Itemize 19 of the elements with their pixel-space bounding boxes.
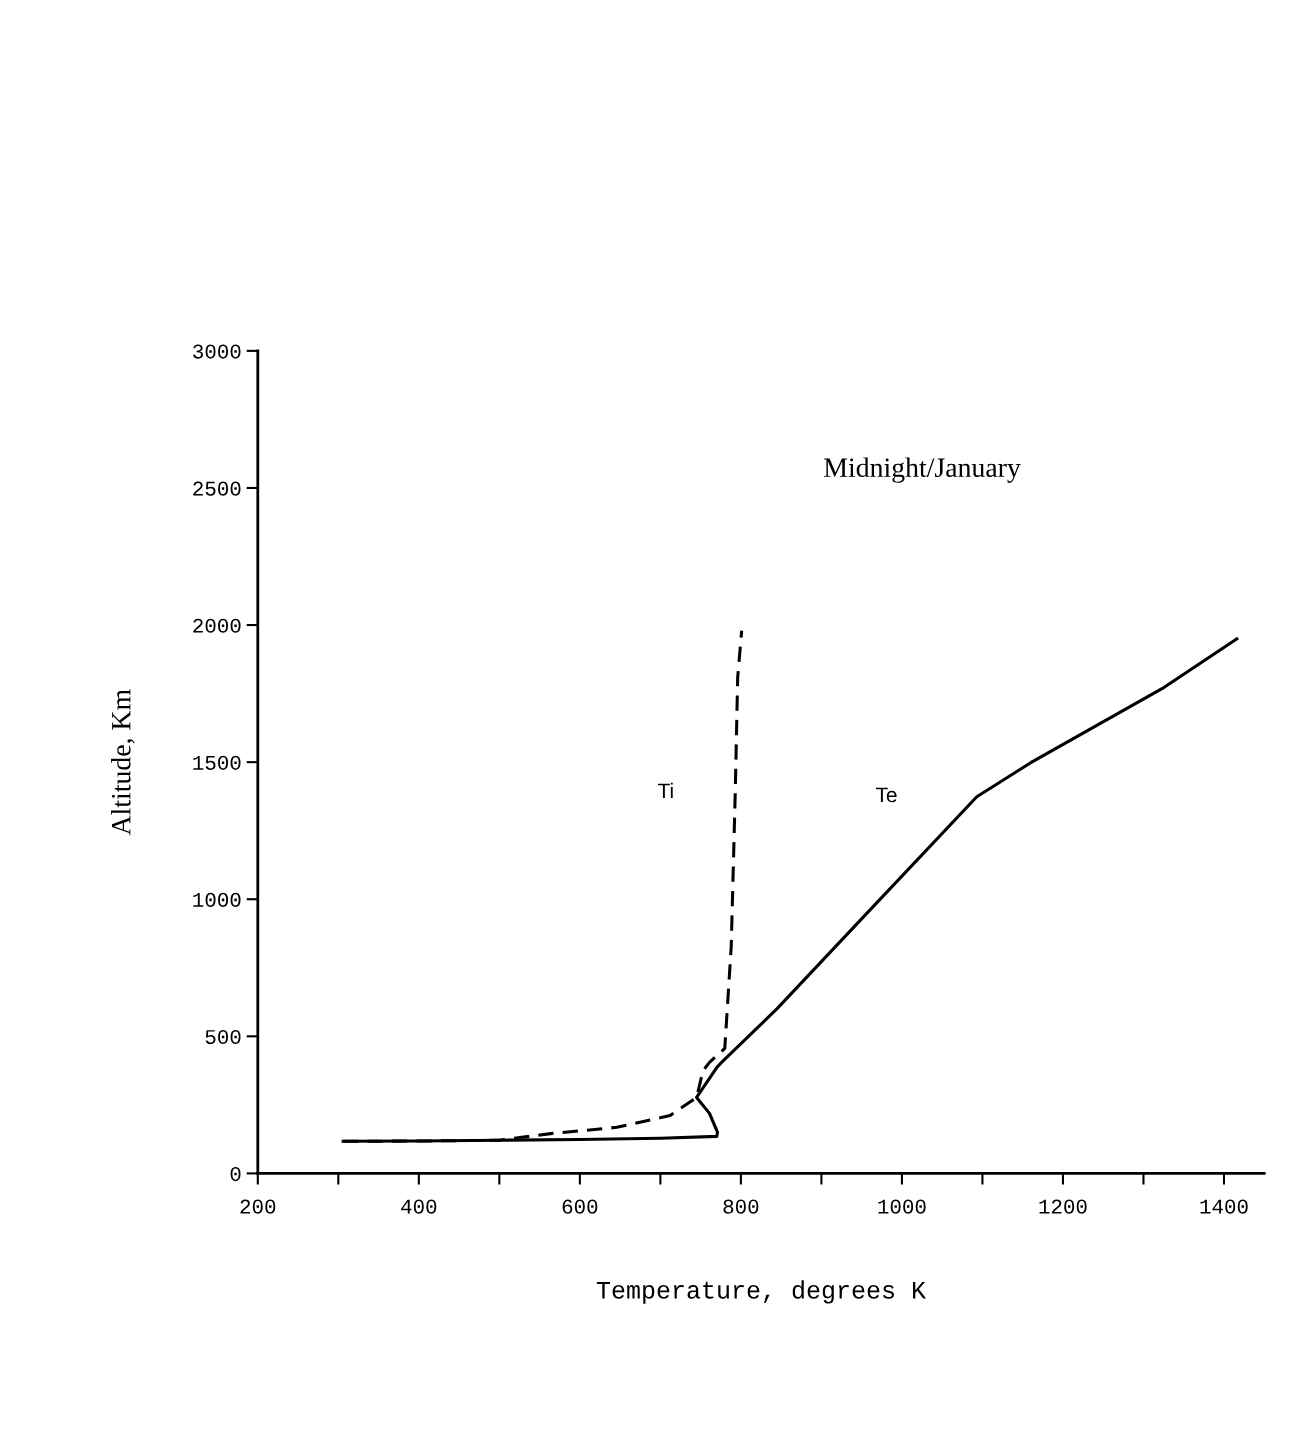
- x-tick-label: 1000: [878, 1199, 926, 1214]
- y-tick-label: 500: [205, 1029, 241, 1045]
- text: Midnight/January: [824, 457, 1021, 483]
- y-tick-label: 3000: [193, 344, 241, 359]
- x-tick-label: 1200: [1039, 1199, 1087, 1214]
- x-tick-label: 600: [562, 1199, 598, 1214]
- text: Te: [876, 787, 897, 803]
- x-tick-label: 200: [240, 1199, 276, 1214]
- y-tick-label: 2500: [193, 481, 241, 496]
- y-tick-label: 2000: [193, 618, 241, 633]
- y-tick-label: 1500: [193, 755, 241, 770]
- x-tick-label: 800: [723, 1199, 759, 1214]
- y-tick-label: 0: [230, 1167, 241, 1182]
- text: Ti: [657, 782, 673, 798]
- x-tick-label: 400: [401, 1199, 437, 1214]
- y-tick-label: 1000: [193, 892, 241, 907]
- x-axis-title: Temperature, degrees K: [596, 1280, 926, 1304]
- y-axis-title: Altitude, Km: [111, 689, 135, 836]
- x-tick-label: 1400: [1200, 1199, 1248, 1214]
